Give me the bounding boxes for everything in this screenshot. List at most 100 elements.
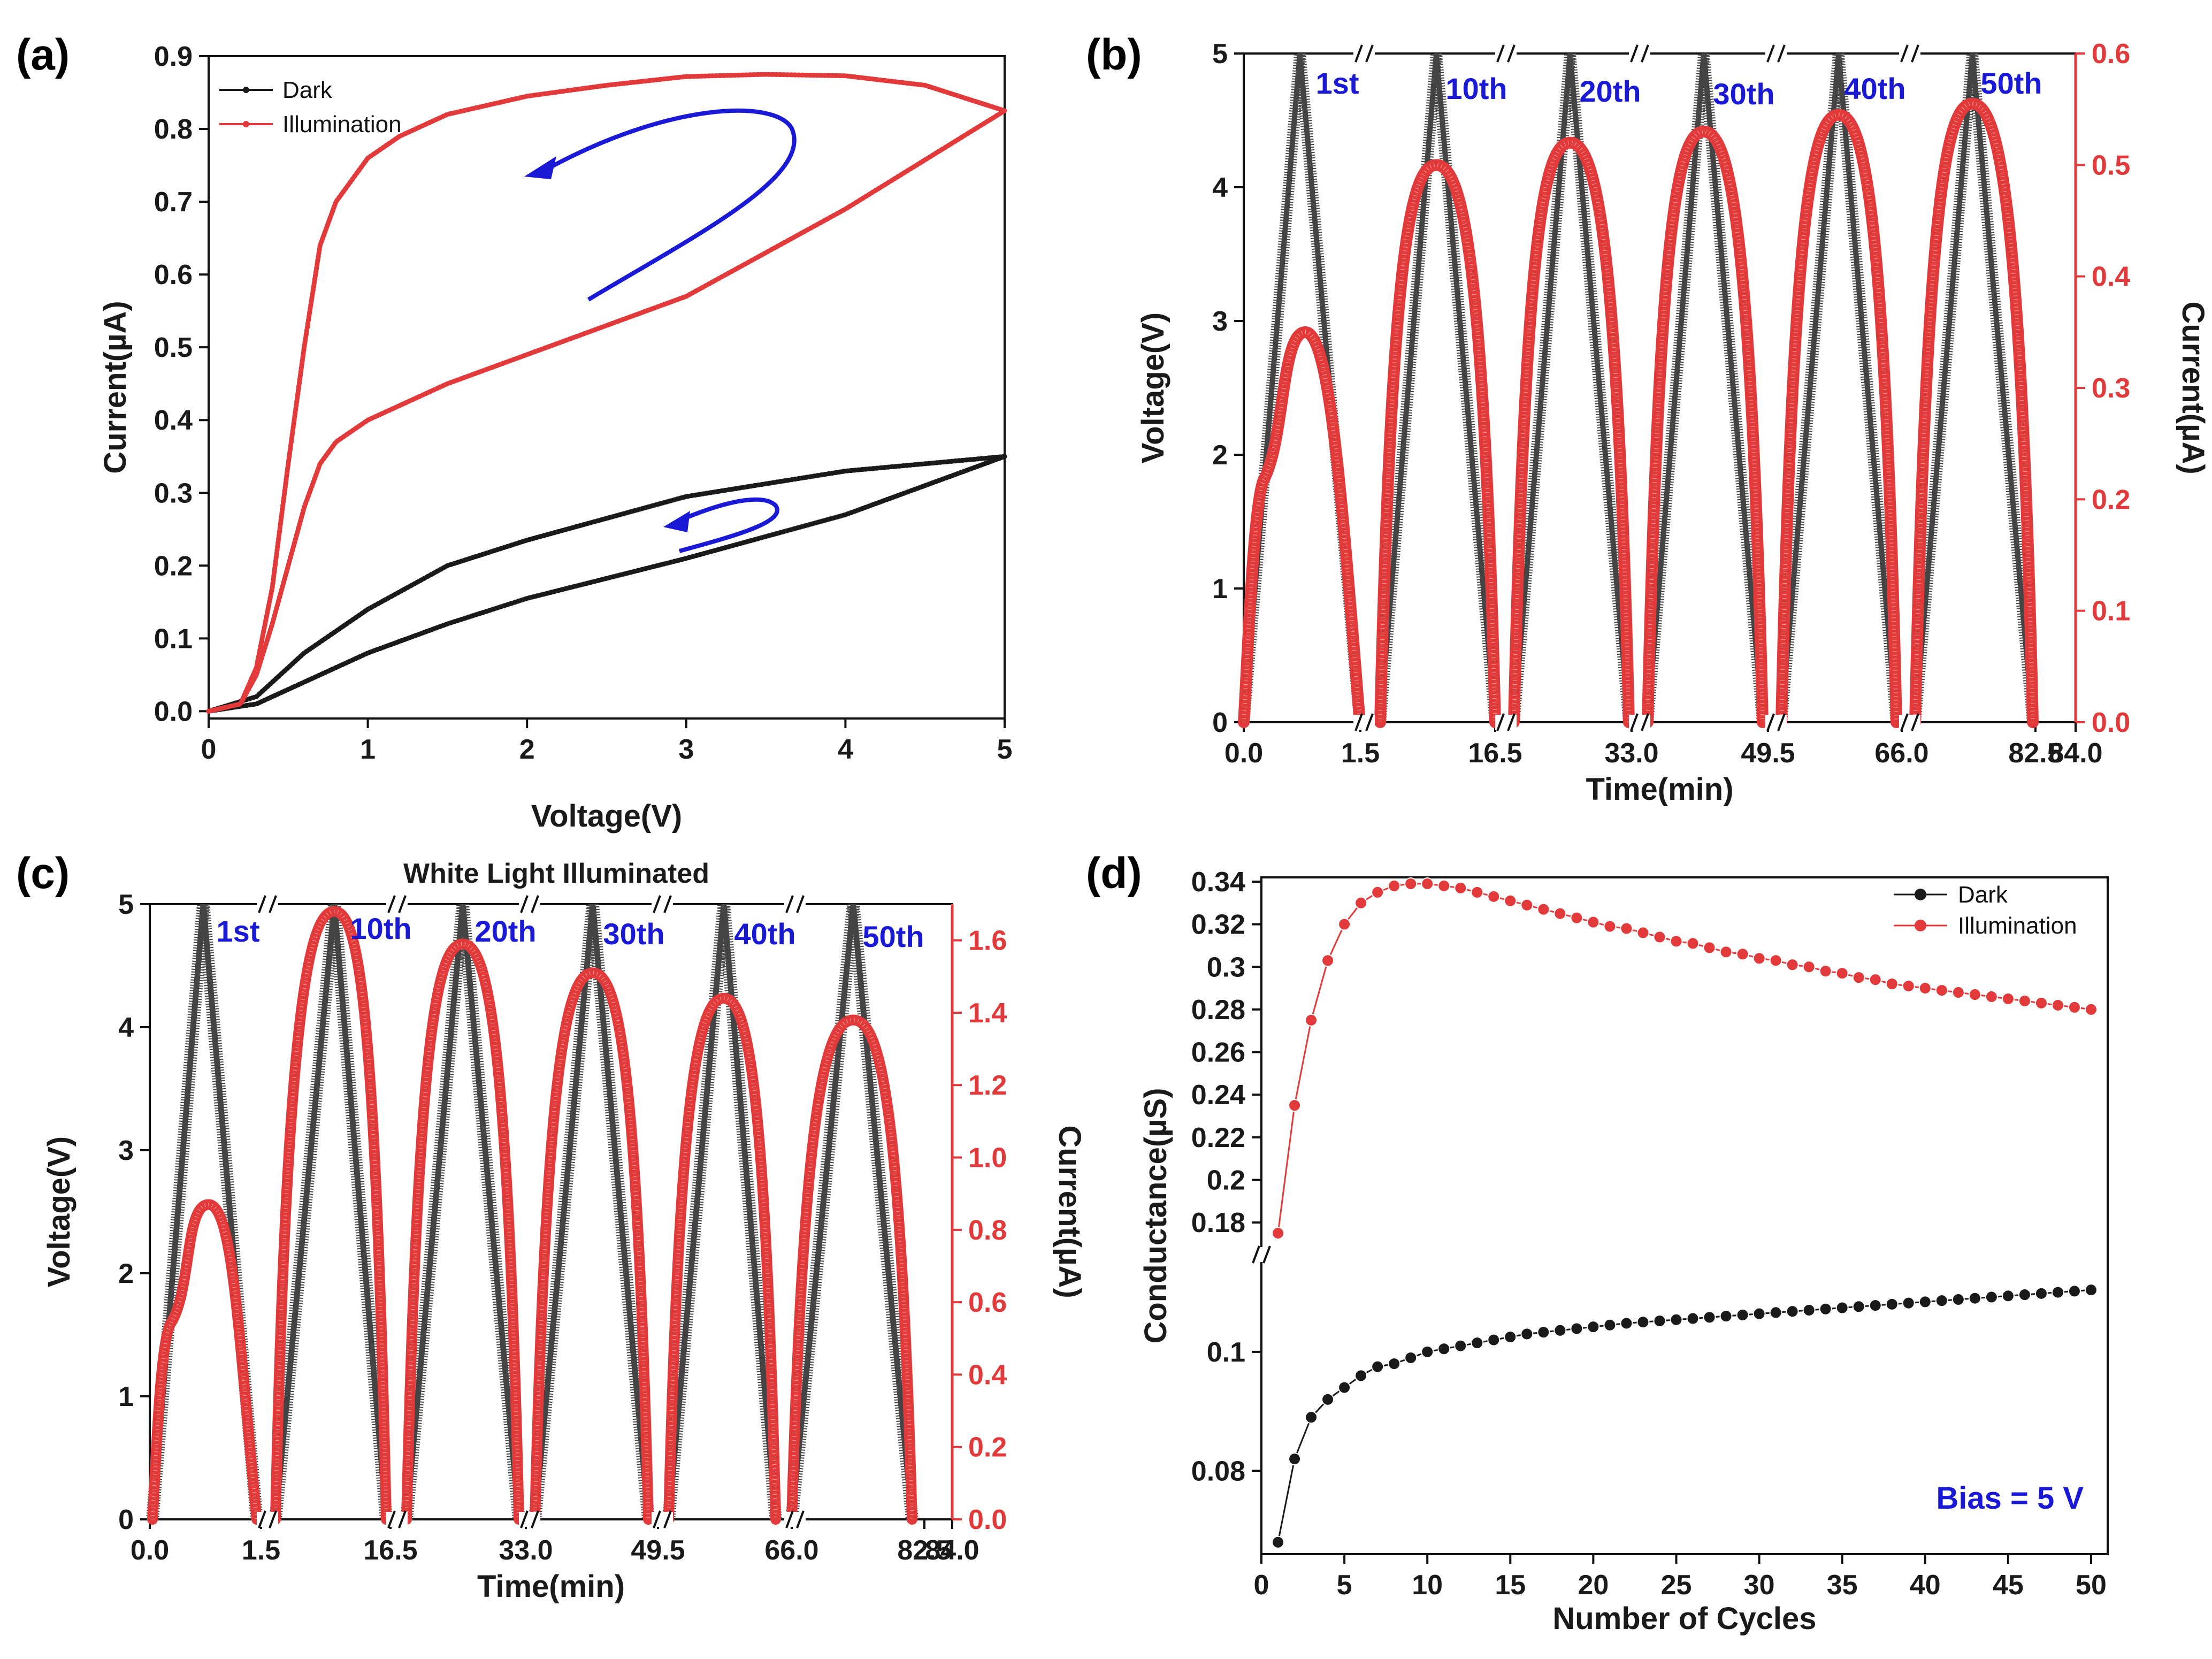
x-tick-label-b: 49.5	[1741, 738, 1795, 769]
data-point-dark-d	[1520, 1327, 1534, 1341]
data-point-dark-d	[1968, 1291, 1981, 1305]
current-cycle-texture-c	[150, 1202, 259, 1520]
data-point-illumination-d	[1437, 879, 1451, 892]
y-axis-label-a: Current(µA)	[98, 301, 133, 473]
x-tick-label-b: 84.0	[2048, 738, 2102, 769]
data-point-illumination-d	[1570, 911, 1583, 924]
cycle-label-c: 10th	[350, 912, 411, 945]
voltage-cycle-core-c	[532, 904, 652, 1520]
data-point-dark-d	[1371, 1360, 1384, 1373]
y-axis-label-c: Voltage(V)	[42, 1136, 76, 1288]
x-tick-label-b: 0.0	[1224, 738, 1263, 769]
data-point-illumination-d	[1902, 980, 1915, 993]
data-point-illumination-d	[1736, 947, 1749, 961]
current-cycle-texture-c	[790, 1018, 914, 1520]
series-dark-forward-a	[206, 454, 1007, 714]
voltage-cycle-core-c	[272, 904, 389, 1520]
y-tick-label-d: 0.34	[1191, 867, 1245, 898]
data-point-illumination-d	[1703, 941, 1716, 954]
data-point-illumination-d	[1935, 984, 1948, 997]
data-point-dark-d	[2001, 1289, 2015, 1303]
data-point-dark-d	[1587, 1320, 1600, 1334]
data-point-dark-d	[1869, 1299, 1882, 1312]
data-point-dark-d	[1636, 1316, 1650, 1329]
x-tick-label-b: 66.0	[1874, 738, 1928, 769]
data-point-illumination-d	[1968, 988, 1981, 1001]
current-cycle-texture-b	[1242, 330, 1362, 723]
x-tick-label-c: 33.0	[499, 1535, 553, 1566]
y2-tick-label-b: 0.1	[2092, 596, 2130, 627]
data-point-dark-d	[1786, 1305, 1799, 1318]
axis-break-top-c-slash-1	[653, 895, 661, 913]
current-cycle-b	[1374, 159, 1501, 728]
axis-break-top-c-slash-2	[663, 895, 672, 913]
data-point-illumination-d	[1752, 952, 1766, 965]
y-tick-label-d: 0.3	[1207, 952, 1245, 983]
voltage-cycle-core-b	[1645, 53, 1765, 723]
data-point-illumination-d	[1471, 885, 1484, 899]
data-point-dark-d	[1835, 1301, 1849, 1314]
data-point-illumination-d	[1487, 890, 1501, 903]
legend-dark-marker-d	[1915, 889, 1926, 900]
data-point-dark-d	[1321, 1393, 1335, 1406]
data-point-dark-d	[1703, 1311, 1716, 1324]
data-point-dark-d	[1272, 1535, 1285, 1549]
y2-tick-label-c: 1.2	[968, 1070, 1007, 1101]
axis-break-top-b-slash-2	[1507, 44, 1516, 63]
x-tick-label-c: 16.5	[363, 1535, 417, 1566]
cycle-label-c: 50th	[862, 920, 924, 953]
plot-frame-d	[1260, 876, 2109, 1555]
axis-break-bottom-c-slash-2	[531, 1510, 539, 1528]
voltage-cycle-core-b	[1912, 53, 2035, 723]
voltage-cycle-c	[400, 903, 525, 1520]
legend-illumination-marker-d	[1915, 920, 1926, 931]
x-tick-label-d: 10	[1412, 1570, 1443, 1601]
current-cycle-texture-c	[404, 942, 521, 1520]
data-point-dark-d	[1537, 1326, 1550, 1339]
y-tick-label-a: 0.4	[154, 405, 193, 436]
y-tick-label-d: 0.32	[1191, 909, 1245, 941]
y-tick-label-d: 0.1	[1207, 1337, 1245, 1368]
current-cycle-texture-b	[1913, 101, 2035, 723]
axis-break-top-b-slash-1	[1900, 44, 1909, 63]
current-cycle-b	[1909, 97, 2039, 728]
data-point-dark-d	[1852, 1300, 1865, 1313]
data-point-illumination-d	[1918, 982, 1932, 995]
hysteresis-arrow-dark	[676, 497, 779, 553]
axis-break-left-d-slash-2	[1262, 1245, 1271, 1264]
current-cycle-c	[401, 938, 524, 1525]
x-tick-label-c: 82.5	[897, 1535, 951, 1566]
data-point-illumination-d	[1587, 915, 1600, 929]
x-tick-label-a: 1	[360, 734, 376, 765]
cycle-label-b: 40th	[1844, 72, 1905, 105]
current-cycle-texture-b	[1512, 140, 1631, 723]
x-tick-label-a: 0	[201, 734, 217, 765]
panel-d-label: (d)	[1086, 849, 1142, 898]
data-point-illumination-d	[1769, 954, 1782, 967]
data-point-illumination-d	[2001, 992, 2015, 1006]
cycle-label-b: 30th	[1713, 77, 1774, 111]
y-tick-label-c: 2	[118, 1258, 134, 1289]
data-point-illumination-d	[1719, 945, 1733, 959]
y-tick-label-c: 1	[118, 1381, 134, 1412]
y-tick-label-a: 0.1	[154, 623, 193, 654]
data-point-illumination-d	[1869, 973, 1882, 987]
axis-break-bottom-c-slash-2	[398, 1510, 407, 1528]
x-tick-label-b: 1.5	[1341, 738, 1380, 769]
data-point-dark-d	[1902, 1296, 1915, 1310]
data-point-dark-d	[1769, 1306, 1782, 1319]
axis-break-bottom-b-slash-1	[1900, 713, 1909, 731]
x-tick-label-d: 20	[1578, 1570, 1609, 1601]
x-tick-label-d: 15	[1495, 1570, 1526, 1601]
data-point-dark-d	[1736, 1308, 1749, 1321]
data-point-illumination-d	[1388, 879, 1401, 892]
x-tick-label-c: 84.0	[925, 1535, 979, 1566]
y2-tick-label-b: 0.5	[2092, 150, 2130, 181]
axis-break-top-b-slash-1	[1354, 44, 1363, 63]
data-point-illumination-d	[1603, 920, 1617, 933]
data-point-dark-d	[1288, 1452, 1302, 1466]
x-tick-label-b: 16.5	[1468, 738, 1522, 769]
data-point-dark-d	[1388, 1357, 1401, 1371]
axis-break-top-b-slash-1	[1766, 44, 1775, 63]
data-point-dark-d	[1454, 1339, 1467, 1352]
